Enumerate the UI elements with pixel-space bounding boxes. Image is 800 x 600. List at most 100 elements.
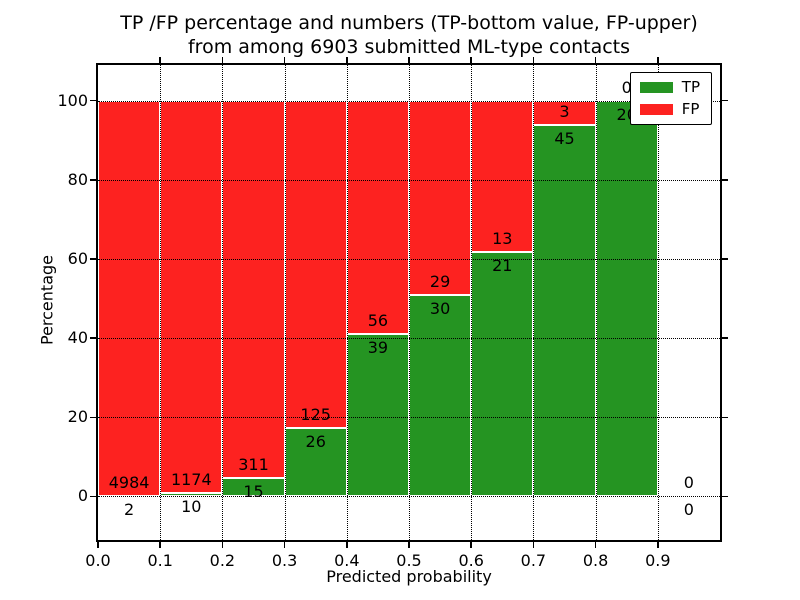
x-tick-top	[346, 57, 348, 63]
y-tick-left	[90, 99, 96, 102]
x-axis-label: Predicted probability	[326, 567, 492, 586]
annotation-fp-count: 0	[683, 473, 694, 493]
x-tick-bottom	[221, 542, 224, 548]
bar-segment-fp	[284, 100, 347, 429]
legend: TP FP	[629, 72, 712, 125]
annotation-fp-count: 4984	[108, 473, 150, 493]
y-tick-label: 80	[67, 169, 88, 189]
x-tick-label: 0.9	[645, 551, 671, 570]
x-tick-bottom	[657, 542, 659, 548]
legend-label-fp: FP	[681, 100, 700, 118]
x-tick-top	[408, 57, 410, 63]
x-gridline	[160, 65, 162, 540]
plot-area: TP FP 0 20 40 60 80 100 0.0 0.1 0.2 0.3 0.4 0.5 0.6 0.…	[57, 57, 728, 570]
y-tick-left	[90, 495, 96, 498]
x-gridline	[346, 65, 348, 540]
y-tick-label: 0	[77, 486, 88, 506]
chart-title-line2: from among 6903 submitted ML-type contac…	[187, 36, 631, 58]
bar-segment-fp	[346, 100, 409, 334]
annotation-fp-count: 3	[559, 102, 570, 122]
bar-segment-tp	[471, 251, 534, 497]
annotation-tp-count: 39	[367, 337, 389, 357]
bar-segment-tp	[346, 333, 409, 497]
x-gridline	[595, 65, 597, 540]
y-tick-right	[722, 416, 728, 419]
annotation-fp-count: 1174	[170, 470, 212, 490]
legend-swatch-fp	[639, 104, 673, 115]
x-tick-top	[470, 57, 472, 63]
y-tick-left	[90, 337, 96, 339]
annotation-fp-count: 56	[367, 310, 389, 330]
y-tick-left	[90, 179, 96, 181]
x-tick-bottom	[346, 542, 348, 548]
x-gridline	[222, 65, 224, 540]
legend-entry-tp: TP	[639, 78, 700, 96]
x-tick-top	[283, 57, 286, 63]
x-tick-label: 0.0	[85, 551, 111, 570]
y-tick-left	[90, 416, 96, 419]
y-tick-label: 60	[67, 248, 88, 268]
y-tick-right	[722, 99, 728, 102]
x-tick-label: 0.4	[334, 551, 360, 570]
x-tick-top	[159, 57, 161, 63]
annotation-fp-count: 29	[429, 272, 451, 292]
y-tick-label: 40	[67, 328, 88, 348]
x-tick-label: 0.5	[396, 551, 422, 570]
annotation-tp-count: 30	[429, 299, 451, 319]
annotation-tp-count: 2	[124, 500, 135, 520]
x-tick-label: 0.2	[209, 551, 236, 570]
x-tick-label: 0.7	[520, 551, 547, 570]
x-tick-bottom	[532, 542, 535, 548]
y-tick-right	[722, 495, 728, 498]
y-tick-right	[722, 337, 728, 339]
x-tick-bottom	[159, 542, 161, 548]
annotation-fp-count: 311	[238, 455, 269, 475]
x-tick-bottom	[97, 542, 99, 548]
x-gridline	[533, 65, 535, 540]
x-tick-top	[594, 57, 597, 63]
y-tick-right	[722, 258, 728, 260]
x-tick-label: 0.6	[458, 551, 484, 570]
x-tick-top	[221, 57, 224, 63]
x-tick-label: 0.3	[271, 551, 298, 570]
y-tick-right	[722, 179, 728, 181]
x-tick-bottom	[594, 542, 597, 548]
y-tick-label: 20	[67, 407, 88, 427]
x-gridline	[284, 65, 286, 540]
chart-title-line1: TP /FP percentage and numbers (TP-bottom…	[120, 12, 698, 34]
annotation-tp-count: 21	[492, 255, 513, 275]
chart-title: TP /FP percentage and numbers (TP-bottom…	[96, 11, 722, 59]
bar-segment-fp	[98, 100, 161, 497]
annotation-fp-count: 0	[621, 77, 632, 97]
x-tick-bottom	[283, 542, 286, 548]
bar-segment-fp	[160, 100, 223, 494]
x-tick-top	[657, 57, 659, 63]
x-gridline	[471, 65, 473, 540]
annotation-fp-count: 125	[300, 405, 331, 425]
annotation-tp-count: 0	[683, 500, 694, 520]
y-tick-left	[90, 258, 96, 260]
x-tick-bottom	[470, 542, 472, 548]
bar-segment-tp	[284, 428, 347, 497]
bar-segment-tp	[409, 295, 472, 497]
legend-entry-fp: FP	[639, 100, 700, 118]
bar-segment-tp	[595, 100, 658, 497]
x-tick-top	[532, 57, 535, 63]
x-gridline	[657, 65, 659, 540]
bar-segment-fp	[409, 100, 472, 296]
annotation-tp-count: 15	[243, 482, 264, 502]
annotation-fp-count: 13	[492, 228, 513, 248]
legend-swatch-tp	[639, 82, 673, 93]
annotation-tp-count: 10	[181, 497, 202, 517]
bar-segment-fp	[222, 100, 285, 479]
x-gridline	[409, 65, 410, 540]
annotation-tp-count: 26	[305, 432, 326, 452]
annotation-tp-count: 45	[554, 129, 575, 149]
x-tick-bottom	[408, 542, 410, 548]
x-tick-label: 0.1	[147, 551, 173, 570]
legend-label-tp: TP	[681, 78, 700, 96]
y-tick-label: 100	[57, 90, 88, 110]
bar-segment-tp	[533, 125, 596, 497]
x-tick-label: 0.8	[582, 551, 609, 570]
